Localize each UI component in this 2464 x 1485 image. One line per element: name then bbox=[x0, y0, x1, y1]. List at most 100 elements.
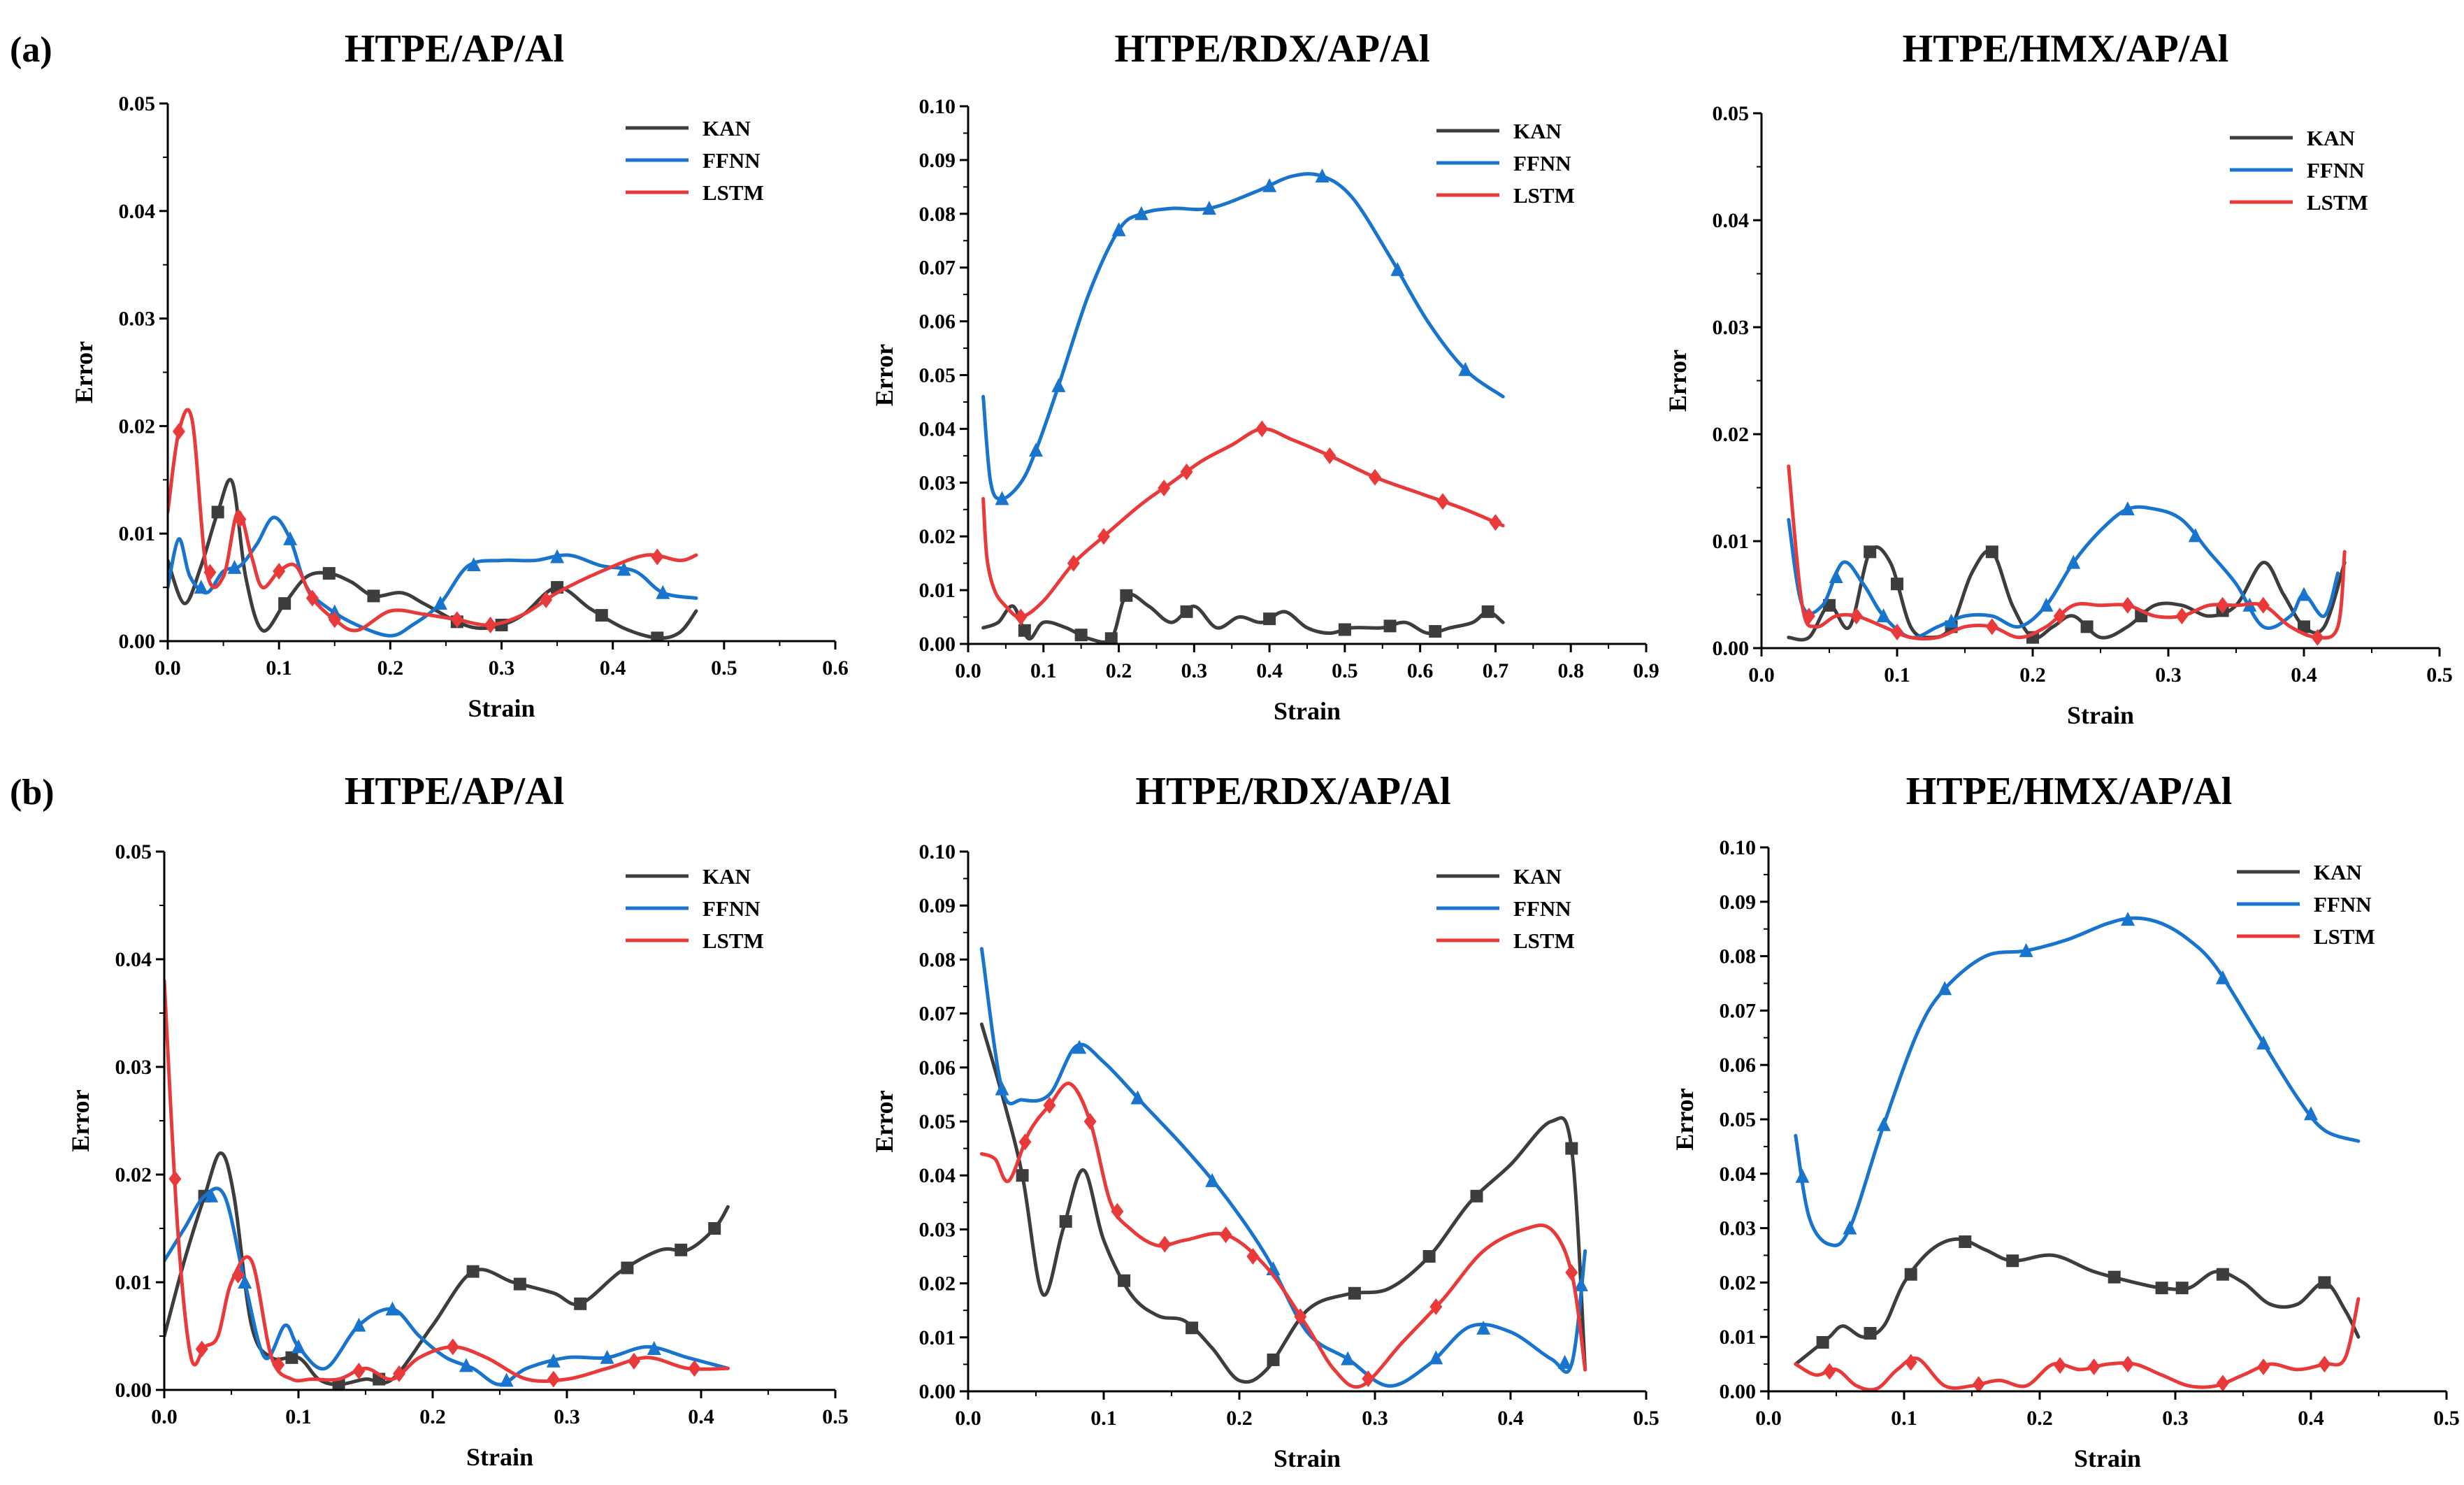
x-tick-label: 0.2 bbox=[419, 1405, 446, 1428]
marker-lstm-1 bbox=[1018, 1133, 1032, 1151]
marker-kan-5 bbox=[1985, 545, 1998, 559]
marker-kan-3 bbox=[1118, 1274, 1131, 1287]
marker-ffnn-6 bbox=[2121, 912, 2135, 926]
marker-ffnn-4 bbox=[1205, 1172, 1220, 1187]
marker-kan-5 bbox=[2006, 1254, 2019, 1268]
y-tick-label: 0.08 bbox=[919, 948, 956, 971]
marker-lstm-4 bbox=[1158, 479, 1171, 496]
marker-ffnn-8 bbox=[1315, 168, 1330, 182]
y-tick-label: 0.04 bbox=[919, 1164, 956, 1187]
marker-ffnn-2 bbox=[1843, 1220, 1857, 1235]
panel-label-b: (b) bbox=[10, 773, 55, 812]
marker-kan-10 bbox=[708, 1222, 721, 1235]
marker-ffnn-6 bbox=[459, 1358, 473, 1372]
series-kan bbox=[979, 1022, 1587, 1384]
x-tick-label: 0.5 bbox=[2433, 1407, 2460, 1430]
marker-lstm-6 bbox=[393, 1365, 405, 1382]
y-tick-label: 0.09 bbox=[919, 149, 956, 172]
series-kan bbox=[1787, 545, 2347, 644]
marker-kan-3 bbox=[1891, 578, 1903, 591]
legend: KAN FFNN LSTM bbox=[1436, 119, 1575, 208]
legend-label-kan: KAN bbox=[2314, 860, 2362, 884]
marker-ffnn-6 bbox=[466, 557, 481, 572]
chart-4: HTPE/AP/Al 0.0 0.1 0.2 0.3 0.4 0.5 0.00 0.01 0.02… bbox=[66, 770, 849, 1471]
marker-ffnn-3 bbox=[1130, 1090, 1145, 1105]
marker-lstm-7 bbox=[1323, 447, 1337, 464]
marker-ffnn-8 bbox=[546, 1353, 561, 1368]
x-tick-label: 0.4 bbox=[600, 657, 626, 680]
y-tick-label: 0.06 bbox=[919, 1056, 956, 1079]
marker-lstm-3 bbox=[1097, 528, 1110, 545]
marker-kan-5 bbox=[1180, 605, 1193, 618]
series-line-ffnn bbox=[981, 172, 1505, 501]
x-tick-label: 0.1 bbox=[1030, 659, 1057, 682]
x-tick-label: 0.4 bbox=[2291, 663, 2317, 687]
panel-label-a: (a) bbox=[10, 30, 52, 70]
x-tick-label: 0.3 bbox=[554, 1405, 580, 1428]
legend-label-ffnn: FFNN bbox=[703, 148, 761, 173]
series-ffnn bbox=[981, 168, 1505, 505]
marker-ffnn-5 bbox=[433, 596, 447, 610]
marker-lstm-2 bbox=[1850, 608, 1863, 625]
y-tick-label: 0.04 bbox=[1720, 1163, 1757, 1186]
marker-lstm-10 bbox=[688, 1360, 701, 1377]
marker-kan-8 bbox=[595, 609, 608, 622]
marker-lstm-2 bbox=[1067, 554, 1080, 572]
marker-ffnn-7 bbox=[1262, 178, 1277, 192]
y-tick-label: 0.04 bbox=[115, 948, 152, 971]
series-ffnn bbox=[164, 1186, 730, 1387]
y-axis-title: Error bbox=[870, 1090, 898, 1152]
marker-ffnn-7 bbox=[499, 1372, 514, 1387]
y-tick-label: 0.05 bbox=[1720, 1108, 1757, 1131]
marker-lstm-7 bbox=[450, 611, 463, 629]
marker-lstm-11 bbox=[1565, 1264, 1578, 1282]
y-axis-title: Error bbox=[870, 344, 898, 406]
marker-ffnn-8 bbox=[2256, 1035, 2271, 1050]
x-tick-label: 0.1 bbox=[1891, 1407, 1917, 1430]
marker-kan-2 bbox=[285, 1351, 298, 1364]
y-tick-label: 0.01 bbox=[119, 522, 156, 545]
marker-ffnn-10 bbox=[1458, 361, 1473, 376]
x-tick-label: 0.7 bbox=[1483, 659, 1509, 682]
y-tick-label: 0.03 bbox=[1720, 1217, 1757, 1240]
marker-kan-4 bbox=[1959, 1235, 1972, 1249]
y-tick-label: 0.07 bbox=[919, 257, 956, 280]
marker-lstm-9 bbox=[2256, 596, 2270, 614]
y-tick-label: 0.00 bbox=[1720, 1380, 1757, 1403]
y-tick-label: 0.05 bbox=[119, 92, 156, 115]
marker-ffnn-4 bbox=[2039, 597, 2054, 612]
marker-ffnn-4 bbox=[1938, 981, 1952, 996]
marker-lstm-5 bbox=[352, 1363, 366, 1380]
marker-lstm-4 bbox=[272, 1356, 285, 1374]
charts-container: HTPE/AP/Al 0.0 0.1 0.2 0.3 0.4 0.5 0.6 0.00 0.01 0… bbox=[66, 27, 2460, 1472]
series-line-kan bbox=[164, 1151, 730, 1386]
series-lstm bbox=[1787, 464, 2347, 646]
marker-ffnn-1 bbox=[204, 1188, 219, 1203]
legend-label-kan: KAN bbox=[2307, 126, 2355, 150]
y-tick-label: 0.01 bbox=[919, 579, 956, 602]
y-tick-label: 0.10 bbox=[1720, 836, 1757, 859]
marker-kan-8 bbox=[2175, 1282, 2189, 1295]
x-tick-label: 0.4 bbox=[688, 1405, 714, 1428]
marker-lstm-9 bbox=[628, 1352, 640, 1370]
y-tick-label: 0.00 bbox=[119, 630, 156, 653]
marker-lstm-1 bbox=[172, 423, 185, 440]
y-tick-label: 0.03 bbox=[919, 1218, 956, 1241]
x-tick-label: 0.5 bbox=[1332, 659, 1358, 682]
chart-2: HTPE/RDX/AP/Al 0.0 0.1 0.2 0.3 0.4 0.5 0.6 0.7 0.… bbox=[870, 27, 1659, 725]
series-lstm bbox=[164, 979, 730, 1388]
x-tick-label: 0.3 bbox=[1181, 659, 1208, 682]
y-tick-label: 0.00 bbox=[919, 633, 956, 656]
marker-ffnn-5 bbox=[1134, 206, 1148, 220]
x-axis-title: Strain bbox=[2074, 1444, 2141, 1472]
y-tick-label: 0.02 bbox=[919, 525, 956, 548]
y-tick-label: 0.03 bbox=[115, 1056, 152, 1079]
marker-lstm-5 bbox=[1158, 1235, 1172, 1253]
marker-lstm-2 bbox=[1043, 1096, 1056, 1114]
marker-ffnn-4 bbox=[1111, 222, 1126, 236]
legend-label-lstm: LSTM bbox=[2307, 190, 2368, 215]
marker-lstm-8 bbox=[547, 1370, 560, 1388]
x-axis-title: Strain bbox=[1274, 697, 1341, 725]
y-tick-label: 0.08 bbox=[1720, 945, 1757, 968]
y-tick-label: 0.04 bbox=[119, 200, 156, 223]
